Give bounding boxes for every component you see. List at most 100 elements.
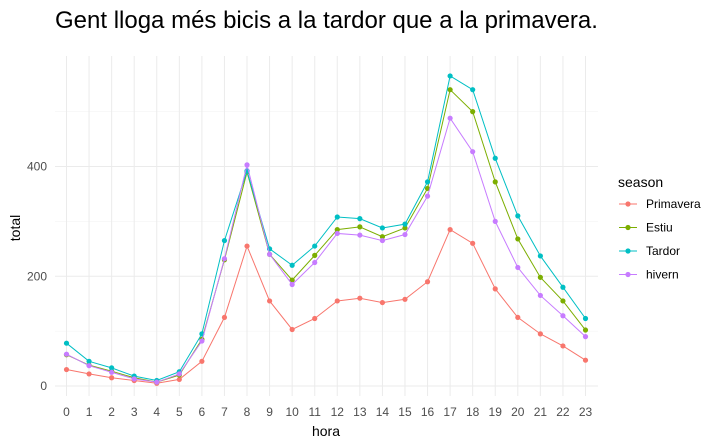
x-tick-label: 7 — [221, 405, 228, 419]
series-line — [66, 117, 586, 383]
x-tick-label: 11 — [308, 405, 321, 419]
data-point — [289, 326, 295, 333]
x-tick-label: 20 — [511, 405, 525, 419]
data-point — [244, 162, 250, 168]
x-tick-label: 21 — [534, 405, 548, 419]
data-point — [334, 227, 340, 233]
series-layer — [63, 73, 589, 386]
data-point — [560, 313, 566, 319]
data-point — [312, 259, 318, 266]
data-point — [537, 253, 543, 259]
data-point — [289, 281, 295, 288]
x-tick-label: 1 — [86, 405, 93, 419]
x-tick-label: 14 — [376, 405, 390, 419]
legend-item: hivern — [619, 268, 679, 282]
x-tick-label: 15 — [398, 405, 412, 419]
data-point — [515, 213, 521, 219]
data-point — [447, 73, 453, 79]
x-tick-label: 9 — [266, 405, 273, 419]
chart-title: Gent llogа més bicis a la tardor que a l… — [55, 7, 598, 34]
data-point — [357, 224, 363, 230]
data-point — [221, 237, 228, 244]
data-point — [424, 279, 431, 285]
data-point — [154, 379, 160, 385]
legend-label: Estiu — [646, 221, 673, 235]
x-tick-label: 16 — [421, 405, 435, 419]
data-point — [402, 231, 408, 238]
data-point — [131, 376, 137, 382]
data-point — [447, 115, 453, 121]
major-gridlines — [55, 56, 598, 396]
data-point — [470, 240, 476, 246]
data-point — [515, 236, 521, 242]
data-point — [402, 221, 408, 227]
data-point — [63, 366, 70, 373]
data-point — [560, 298, 566, 304]
data-point — [334, 214, 340, 220]
x-tick-label: 3 — [131, 405, 138, 419]
data-point — [312, 243, 318, 249]
x-tick-label: 8 — [244, 405, 251, 419]
series-line — [66, 228, 586, 384]
data-point — [357, 232, 363, 238]
data-point — [537, 331, 543, 337]
data-point — [266, 298, 273, 304]
data-point — [447, 87, 453, 93]
legend-item: Primavera — [619, 197, 701, 211]
data-point — [86, 358, 92, 364]
x-tick-label: 2 — [108, 405, 115, 419]
data-point — [560, 343, 566, 349]
data-point — [289, 262, 295, 268]
data-point — [86, 371, 92, 377]
data-point — [199, 338, 205, 344]
data-point — [109, 375, 115, 381]
data-point — [470, 87, 476, 93]
data-point — [221, 256, 228, 262]
legend-title: season — [618, 174, 663, 190]
legend-item: Estiu — [619, 221, 673, 235]
y-tick-label: 400 — [27, 160, 47, 174]
minor-gridlines — [55, 111, 598, 332]
data-point — [537, 292, 543, 299]
data-point — [470, 109, 476, 115]
legend-key-point — [625, 224, 631, 231]
data-point — [334, 298, 340, 304]
plot-panel — [55, 56, 598, 396]
data-point — [402, 296, 408, 302]
data-point — [402, 225, 408, 231]
x-tick-label: 22 — [556, 405, 570, 419]
data-point — [492, 286, 498, 292]
y-tick-label: 200 — [27, 269, 47, 283]
legend-label: Tardor — [646, 244, 680, 258]
y-tick-labels: 0 200 400 — [27, 160, 47, 394]
data-point — [470, 149, 476, 155]
y-axis-title: total — [7, 215, 23, 241]
x-tick-label: 0 — [63, 405, 70, 419]
x-tick-label: 4 — [153, 405, 160, 419]
y-tick-label: 0 — [40, 379, 47, 393]
data-point — [582, 315, 589, 322]
data-point — [582, 334, 589, 340]
x-tick-label: 10 — [285, 405, 299, 419]
data-point — [357, 216, 363, 222]
data-point — [560, 284, 566, 290]
data-point — [424, 185, 431, 192]
data-point — [63, 340, 70, 346]
data-point — [515, 264, 521, 271]
data-point — [492, 218, 498, 224]
data-point — [492, 155, 498, 161]
legend-label: hivern — [646, 268, 679, 282]
data-point — [176, 376, 182, 383]
data-point — [109, 365, 115, 371]
legend: season Primavera Estiu Tardor hivern — [618, 174, 701, 282]
data-point — [312, 252, 318, 258]
data-point — [244, 243, 250, 249]
data-point — [582, 357, 589, 363]
data-point — [109, 369, 115, 375]
data-point — [266, 251, 273, 257]
series-hivern — [63, 115, 589, 385]
data-point — [379, 299, 386, 306]
data-point — [379, 234, 386, 240]
x-tick-label: 13 — [353, 405, 367, 419]
x-tick-labels: 0 1 2 3 4 5 6 7 8 9 10 11 12 13 14 15 16 17 18 19 20 21 22 23 — [63, 405, 592, 419]
